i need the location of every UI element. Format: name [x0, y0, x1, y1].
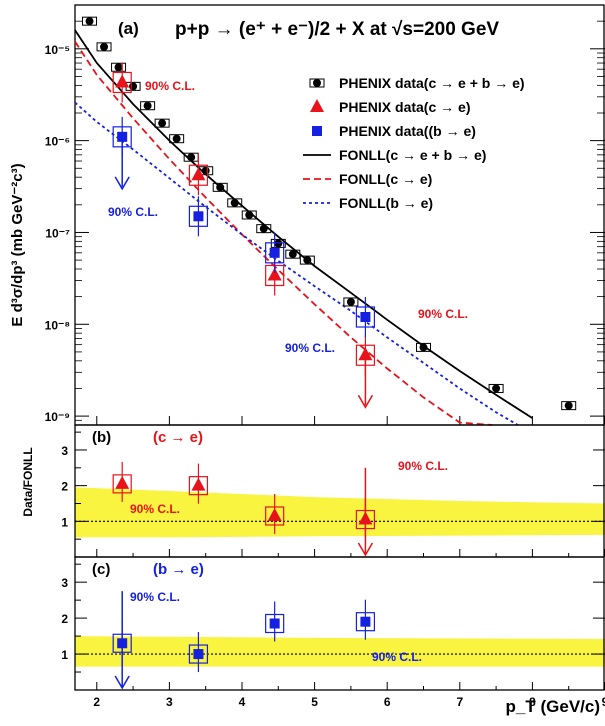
data-point-combined — [288, 250, 297, 259]
y-tick-label: 2 — [61, 480, 68, 494]
data-point-combined — [172, 134, 181, 143]
x-tick-label: 3 — [166, 695, 173, 709]
y-tick-label: 10⁻⁹ — [45, 410, 70, 424]
y-tick-label: 1 — [61, 515, 68, 529]
arrow-head — [114, 176, 130, 191]
x-tick-label: 4 — [239, 695, 246, 709]
data-point-combined — [230, 198, 239, 207]
y-tick-label: 2 — [61, 612, 68, 626]
data-point-charm — [115, 74, 130, 88]
y-axis-label-a: E d³σ/dp³ (mb GeV⁻²c³) — [9, 163, 26, 326]
plot-frame — [74, 556, 605, 691]
x-tick-label: 2 — [93, 695, 100, 709]
data-point-bottom — [360, 312, 371, 323]
data-point-combined — [201, 166, 210, 175]
ratio-point — [267, 507, 282, 521]
y-tick-label: 10⁻⁸ — [45, 318, 70, 332]
x-tick-label: 7 — [456, 695, 463, 709]
panel-b-series-label: (c → e) — [153, 429, 203, 446]
panel-a: 10⁻⁹ 10⁻⁸ 10⁻⁷ 10⁻⁶ 10⁻⁵ PHENIX data(c → e + … — [45, 4, 605, 426]
y-tick-label: 1 — [61, 648, 68, 662]
y-tick-label: 3 — [61, 576, 68, 590]
panel-c: 1 2 3 90% C.L. 90% C.L. 2 3 4 5 6 7 8 9 — [61, 556, 605, 709]
data-point-charm — [191, 167, 206, 181]
ratio-point — [191, 477, 206, 491]
legend-label: FONLL(b → e) — [339, 195, 433, 211]
ratio-point — [360, 616, 371, 627]
legend-marker — [313, 79, 321, 87]
cl-annotation: 90% C.L. — [398, 459, 448, 473]
data-point-combined — [100, 42, 109, 51]
cl-annotation: 90% C.L. — [108, 205, 158, 219]
data-point-combined — [216, 183, 225, 192]
arrow-head — [114, 675, 130, 690]
cl-annotation: 90% C.L. — [285, 341, 335, 355]
data-point-combined — [259, 224, 268, 233]
cl-annotation: 90% C.L. — [372, 650, 422, 664]
panel-a-label: (a) — [118, 19, 139, 38]
ratio-point — [193, 649, 204, 660]
x-tick-label: 9 — [602, 695, 605, 709]
legend-marker — [312, 126, 322, 136]
y-axis-label-b: Data/FONLL — [21, 447, 35, 516]
data-point-combined — [143, 101, 152, 110]
data-point-bottom — [269, 247, 280, 258]
fonll-uncertainty-band — [75, 487, 605, 538]
ratio-point — [269, 618, 280, 629]
legend-label: PHENIX data(c → e + b → e) — [339, 75, 525, 91]
cl-annotation: 90% C.L. — [418, 307, 468, 321]
legend-label: FONLL(c → e) — [339, 171, 432, 187]
ratio-point — [115, 475, 130, 489]
legend-label: PHENIX data((b → e) — [339, 123, 476, 139]
y-tick-label: 10⁻⁷ — [45, 226, 70, 240]
data-point-charm — [358, 347, 373, 361]
legend-label: PHENIX data(c → e) — [339, 99, 470, 115]
x-tick-label: 5 — [311, 695, 318, 709]
legend-marker — [310, 99, 324, 112]
data-point-charm — [267, 267, 282, 281]
y-tick-label: 10⁻⁵ — [45, 43, 70, 57]
x-axis-label: p_T (GeV/c) — [506, 697, 600, 716]
x-tick-label: 6 — [384, 695, 391, 709]
y-tick-label: 10⁻⁶ — [45, 135, 70, 149]
legend-label: FONLL(c → e + b → e) — [339, 147, 486, 163]
panel-c-label: (c) — [92, 561, 110, 578]
data-point-bottom — [193, 211, 204, 222]
data-point-combined — [187, 153, 196, 162]
y-tick-label: 3 — [61, 444, 68, 458]
cl-annotation: 90% C.L. — [145, 79, 195, 93]
cl-annotation: 90% C.L. — [130, 502, 180, 516]
data-point-combined — [564, 401, 573, 410]
arrow-head — [357, 542, 374, 557]
data-point-combined — [114, 63, 123, 72]
data-point-combined — [346, 297, 355, 306]
panel-c-series-label: (b → e) — [153, 561, 204, 578]
data-point-combined — [419, 343, 428, 352]
fonll-curve — [74, 29, 533, 419]
fonll-uncertainty-band — [75, 636, 605, 667]
panel-b-label: (b) — [92, 429, 111, 446]
data-point-combined — [303, 256, 312, 265]
cl-annotation: 90% C.L. — [130, 590, 180, 604]
data-point-combined — [129, 82, 138, 91]
data-point-combined — [492, 384, 501, 393]
data-point-combined — [85, 17, 94, 26]
arrow-head — [357, 394, 374, 409]
data-point-combined — [245, 210, 254, 219]
chart-title: p+p → (e⁺ + e⁻)/2 + X at √s=200 GeV — [175, 19, 499, 40]
fonll-curve — [74, 41, 493, 426]
panel-b: 1 2 3 90% C.L. 90% C.L. — [61, 424, 605, 558]
x-tick-label: 8 — [529, 695, 536, 709]
data-point-combined — [158, 119, 167, 128]
